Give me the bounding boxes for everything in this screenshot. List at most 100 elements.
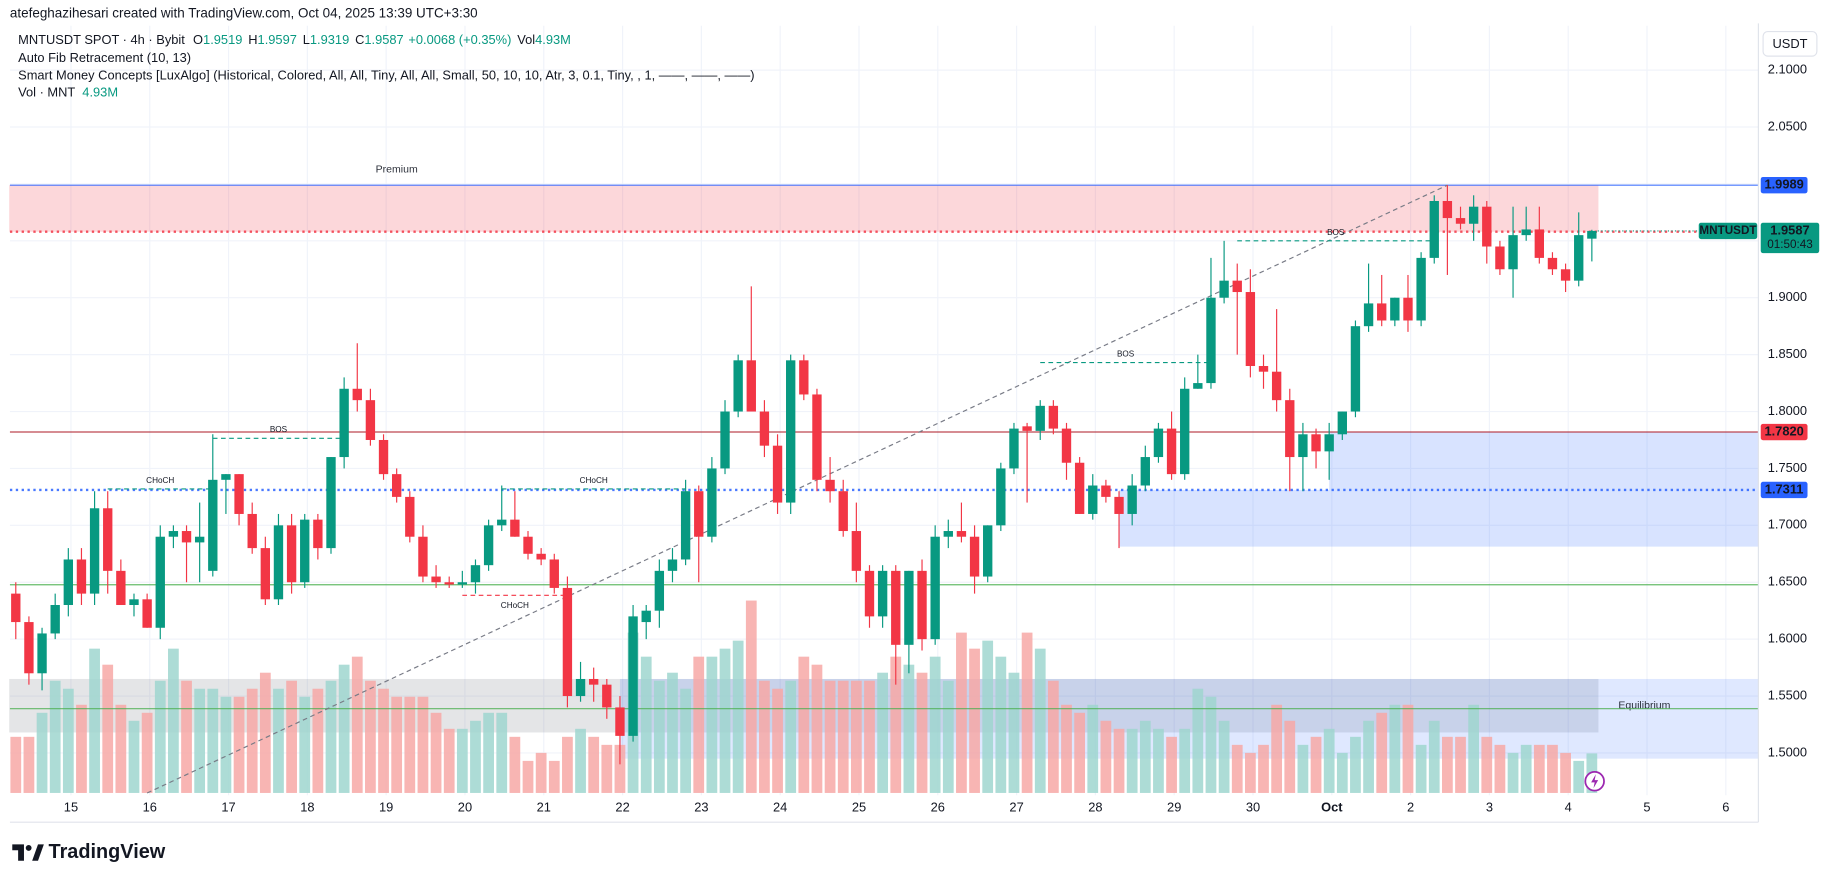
- fib-line: [146, 184, 1448, 794]
- candle-body: [1311, 434, 1321, 452]
- volume-bar: [759, 680, 770, 793]
- volume-bar: [1231, 744, 1243, 793]
- x-tick-label: 4: [1565, 800, 1572, 815]
- structure-label: BOS: [1117, 350, 1135, 359]
- volume-bar: [62, 688, 74, 793]
- alert-icon: [1591, 774, 1599, 789]
- volume-bar: [864, 680, 875, 793]
- candle-body: [247, 513, 257, 549]
- volume-bar: [890, 656, 902, 793]
- x-tick-label: 5: [1643, 800, 1650, 815]
- candle-body: [89, 508, 100, 594]
- x-tick-label: 20: [458, 800, 472, 815]
- volume-bar: [719, 648, 731, 793]
- candle-body: [234, 474, 244, 514]
- volume-bar: [785, 680, 797, 793]
- candle-body: [904, 570, 914, 645]
- structure-label: CHoCH: [146, 476, 174, 485]
- volume-bar: [391, 696, 403, 793]
- volume-bar: [798, 656, 810, 793]
- price-tag: [1760, 481, 1808, 499]
- x-tick-label: 25: [852, 800, 866, 815]
- candle-body: [694, 491, 704, 537]
- volume-bar: [1310, 736, 1322, 793]
- candle-body: [1180, 388, 1190, 475]
- candle-body: [602, 684, 612, 708]
- candle-body: [313, 519, 323, 549]
- volume-bar: [181, 680, 192, 793]
- candle-body: [208, 479, 218, 571]
- volume-bar: [246, 688, 258, 793]
- countdown: 01:50:43: [1767, 238, 1813, 251]
- y-tick-label: 1.8500: [1768, 346, 1807, 361]
- candle-body: [1350, 326, 1361, 412]
- volume-bar: [522, 760, 534, 793]
- candle-body: [1127, 485, 1137, 514]
- candle-body: [378, 439, 389, 475]
- candle-body: [1403, 297, 1413, 321]
- volume-bar: [325, 680, 337, 793]
- volume-bar: [837, 680, 849, 793]
- x-tick-label: 6: [1722, 800, 1729, 815]
- candle-body: [391, 474, 402, 497]
- candle-body: [1232, 280, 1242, 293]
- volume-bar: [601, 744, 613, 793]
- candle-body: [1245, 292, 1256, 367]
- candle-body: [825, 479, 835, 492]
- vol-key: Vol: [517, 32, 535, 47]
- candle-body: [759, 411, 770, 446]
- volume-bar: [496, 712, 508, 793]
- candle-body: [457, 582, 468, 585]
- volume-bar: [115, 704, 127, 793]
- x-tick-label: 15: [64, 800, 78, 815]
- quote-key: L: [303, 32, 310, 47]
- volume-bar: [404, 696, 416, 793]
- volume-bar: [903, 664, 915, 793]
- candle-body: [549, 559, 559, 588]
- volume-bar: [1244, 752, 1256, 793]
- volume-bar: [1008, 672, 1020, 793]
- volume-bar: [1547, 744, 1558, 793]
- logo-shape: [12, 844, 24, 861]
- candle-body: [483, 525, 494, 566]
- y-tick-label: 1.7000: [1768, 517, 1807, 532]
- price-tag-label: 1.7311: [1765, 481, 1804, 496]
- volume-bar: [259, 672, 271, 793]
- candle-body: [76, 559, 87, 594]
- candle-body: [1206, 297, 1216, 384]
- volume-bar: [1428, 720, 1440, 793]
- candle-body: [444, 582, 454, 585]
- volume-bar: [233, 696, 245, 793]
- volume-bar: [89, 648, 100, 793]
- candle-body: [1258, 366, 1269, 372]
- volume-bar: [1074, 712, 1086, 793]
- y-tick-label: 1.5000: [1768, 744, 1807, 759]
- candle-body: [194, 536, 205, 543]
- currency-box[interactable]: [1762, 30, 1818, 57]
- structure-label: CHoCH: [580, 476, 608, 485]
- quote-key: C: [355, 32, 364, 47]
- volume-bar: [1455, 736, 1466, 793]
- candle-body: [562, 587, 573, 697]
- candle-body: [1390, 297, 1400, 321]
- currency: USDT: [1772, 36, 1807, 51]
- candle-body: [1061, 428, 1072, 463]
- logo-dot: [25, 844, 32, 851]
- volume-bar: [653, 680, 665, 793]
- volume-bar: [1153, 728, 1164, 793]
- last-price-label: 1.9587: [1770, 222, 1809, 237]
- volume-bar: [1323, 728, 1335, 793]
- vol-value: 4.93M: [535, 32, 571, 47]
- candle-body: [1587, 230, 1597, 239]
- x-tick-label: 22: [615, 800, 629, 815]
- volume-bar: [824, 680, 836, 793]
- candle-body: [470, 565, 481, 583]
- candle-body: [103, 508, 113, 571]
- zone: [9, 185, 1599, 232]
- legend-volume: Vol · MNT 4.93M: [18, 85, 118, 100]
- symbol-tag-label: MNTUSDT: [1699, 224, 1757, 237]
- candle-body: [1495, 246, 1505, 270]
- price-tag: [1760, 176, 1808, 194]
- candle-body: [851, 531, 862, 571]
